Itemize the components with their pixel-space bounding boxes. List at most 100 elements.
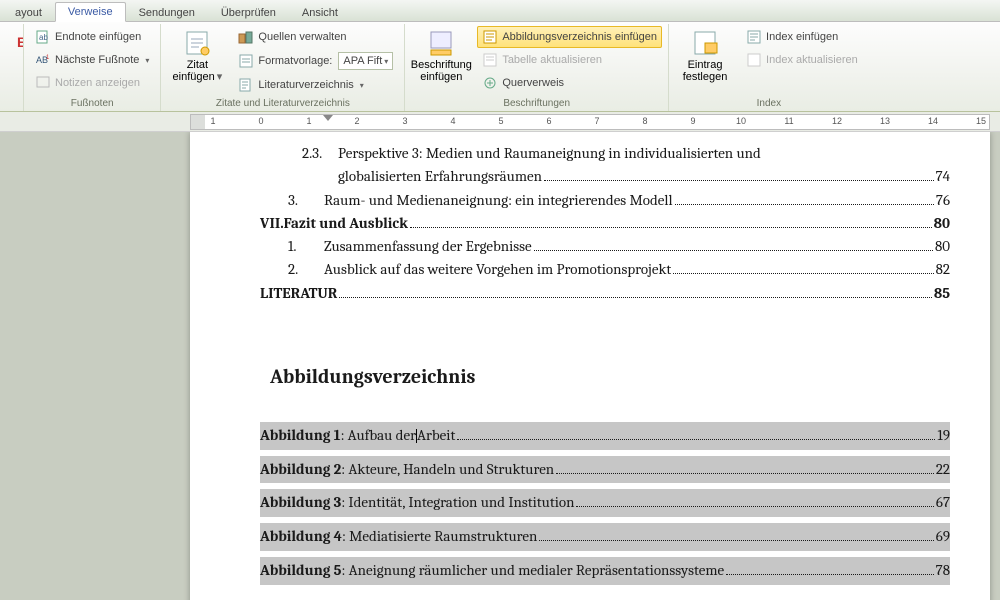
ruler-area: 10123456789101112131415	[0, 112, 1000, 132]
toc-line: globalisierten Erfahrungsräumen74	[260, 165, 950, 188]
toc-text: LITERATUR	[260, 282, 337, 305]
ab-icon: B1	[17, 29, 24, 57]
endnote-einfuegen-button[interactable]: ab Endnote einfügen	[30, 26, 154, 48]
index-einfuegen-button[interactable]: Index einfügen	[741, 26, 863, 48]
cut-group-label	[10, 96, 17, 109]
beschriftungen-group-label: Beschriftungen	[411, 96, 662, 109]
figure-leader	[457, 427, 935, 440]
ruler-num: 0	[258, 116, 263, 126]
toc-page: 76	[936, 189, 950, 212]
toc-page: 85	[934, 282, 950, 305]
notes-icon	[35, 75, 51, 91]
toc-line: 1.Zusammenfassung der Ergebnisse80	[260, 235, 950, 258]
tab-sendungen[interactable]: Sendungen	[126, 3, 208, 22]
index-insert-icon	[746, 29, 762, 45]
citation-icon	[183, 29, 211, 57]
horizontal-ruler[interactable]: 10123456789101112131415	[190, 114, 990, 130]
index-ein-label: Index einfügen	[766, 31, 838, 43]
quellen-label: Quellen verwalten	[258, 31, 346, 43]
figure-title: : Akteure, Handeln und Strukturen	[341, 456, 554, 484]
toc-line: 2.Ausblick auf das weitere Vorgehen im P…	[260, 258, 950, 281]
zitat-einfuegen-button[interactable]: Zitat einfügen▾	[167, 26, 227, 86]
toc-num: 1.	[288, 235, 324, 258]
tab-ansicht[interactable]: Ansicht	[289, 3, 351, 22]
toc-num: 3.	[288, 189, 324, 212]
figure-entry: Abbildung 3: Identität, Integration und …	[260, 489, 950, 517]
crossref-icon	[482, 75, 498, 91]
toc-page: 80	[935, 235, 950, 258]
index-group-label: Index	[675, 96, 863, 109]
figure-entry: Abbildung 4: Mediatisierte Raumstrukture…	[260, 523, 950, 551]
abbildungsverzeichnis-button[interactable]: Abbildungsverzeichnis einfügen	[477, 26, 662, 48]
group-zitate: Zitat einfügen▾ Quellen verwalten Format…	[161, 24, 405, 111]
ruler-num: 3	[402, 116, 407, 126]
tab-layout[interactable]: ayout	[2, 3, 55, 22]
beschriftung-label-1: Beschriftung	[411, 59, 472, 71]
format-label: Formatvorlage:	[258, 55, 332, 67]
literaturverzeichnis-button[interactable]: Literaturverzeichnis ▾	[233, 74, 398, 96]
ruler-num: 15	[976, 116, 986, 126]
naechste-fussnote-button[interactable]: AB1 Nächste Fußnote ▾	[30, 49, 154, 71]
ruler-num: 11	[784, 116, 793, 126]
index-aktualisieren-button[interactable]: Index aktualisieren	[741, 49, 863, 71]
ruler-num: 14	[928, 116, 938, 126]
toc-leader	[534, 238, 933, 251]
ribbon-tabs: ayout Verweise Sendungen Überprüfen Ansi…	[0, 0, 1000, 22]
svg-text:B: B	[17, 34, 24, 50]
tabelle-label: Tabelle aktualisieren	[502, 54, 602, 66]
chevron-down-icon: ▾	[145, 56, 149, 65]
ruler-num: 4	[450, 116, 455, 126]
endnote-label: Endnote einfügen	[55, 31, 141, 43]
toc-num: VII.	[260, 212, 284, 235]
notizen-label: Notizen anzeigen	[55, 77, 140, 89]
figures-heading: Abbildungsverzeichnis	[270, 365, 950, 388]
querverweis-button[interactable]: Querverweis	[477, 72, 662, 94]
beschriftung-einfuegen-button[interactable]: Beschriftung einfügen	[411, 26, 471, 86]
text-cursor	[416, 429, 417, 443]
index-akt-label: Index aktualisieren	[766, 54, 858, 66]
ruler-num: 8	[642, 116, 647, 126]
format-style-dropdown[interactable]: APA Fift ▾	[338, 52, 393, 70]
toc-num: 2.	[288, 258, 324, 281]
ruler-num: 5	[498, 116, 503, 126]
figure-title: : Identität, Integration und Institution	[341, 489, 574, 517]
toc-line: 3.Raum- und Medienaneignung: ein integri…	[260, 189, 950, 212]
figure-leader	[576, 495, 933, 508]
eintrag-festlegen-button[interactable]: Eintrag festlegen	[675, 26, 735, 86]
ruler-num: 1	[210, 116, 215, 126]
endnote-icon: ab	[35, 29, 51, 45]
toc-page: 82	[936, 258, 950, 281]
document-area: 2. 3. Perspektive 3: Medien und Raumaneign…	[0, 132, 1000, 600]
ruler-num: 6	[546, 116, 551, 126]
figure-title: : Aneignung räumlicher und medialer Repr…	[341, 557, 724, 585]
formatvorlage-button[interactable]: Formatvorlage: APA Fift ▾	[233, 49, 398, 73]
indent-marker[interactable]	[323, 115, 333, 121]
toc-line: VII.Fazit und Ausblick80	[260, 212, 950, 235]
figure-label: Abbildung 3	[260, 489, 341, 517]
chevron-down-icon: ▾	[360, 81, 364, 90]
group-index: Eintrag festlegen Index einfügen Index a…	[669, 24, 869, 111]
toc-page: 74	[936, 165, 950, 188]
chevron-down-icon: ▾	[384, 57, 388, 66]
figure-page: 19	[937, 422, 950, 450]
style-icon	[238, 53, 254, 69]
mark-entry-icon	[691, 29, 719, 57]
figure-leader	[556, 461, 934, 474]
figure-page: 69	[936, 523, 950, 551]
sources-icon	[238, 29, 254, 45]
tab-verweise[interactable]: Verweise	[55, 2, 126, 22]
figure-label: Abbildung 5	[260, 557, 341, 585]
update-table-icon	[482, 52, 498, 68]
cut-big-button[interactable]: B1	[10, 26, 24, 62]
zitat-label-1: Zitat	[187, 59, 208, 71]
toc-text: Ausblick auf das weitere Vorgehen im Pro…	[324, 258, 671, 281]
svg-text:1: 1	[46, 55, 50, 61]
tabelle-aktualisieren-button[interactable]: Tabelle aktualisieren	[477, 49, 662, 71]
bibliography-icon	[238, 77, 254, 93]
quellen-verwalten-button[interactable]: Quellen verwalten	[233, 26, 398, 48]
figure-entry: Abbildung 2: Akteure, Handeln und Strukt…	[260, 456, 950, 484]
figure-page: 67	[936, 489, 950, 517]
notizen-anzeigen-button[interactable]: Notizen anzeigen	[30, 72, 154, 94]
tab-ueberpruefen[interactable]: Überprüfen	[208, 3, 289, 22]
toc-text: Perspektive 3: Medien und Raumaneignung …	[338, 142, 761, 165]
